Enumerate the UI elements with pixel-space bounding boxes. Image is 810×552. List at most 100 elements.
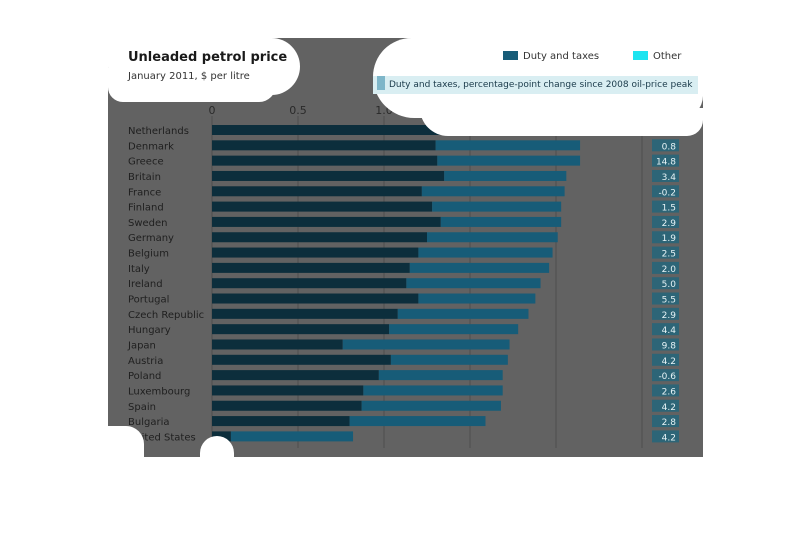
change-value-box — [652, 338, 679, 351]
category-label: Finland — [128, 203, 164, 214]
bar-duty — [212, 186, 422, 197]
category-label: France — [128, 187, 161, 198]
bar-duty — [212, 140, 436, 151]
category-label: Netherlands — [128, 126, 189, 137]
change-value-box — [652, 154, 679, 167]
change-note-marker — [377, 76, 385, 90]
bar-other — [418, 247, 553, 258]
legend-other: Other — [633, 51, 681, 62]
category-label: Denmark — [128, 141, 174, 152]
bar-duty — [212, 354, 391, 365]
legend-other-label: Other — [653, 51, 682, 62]
bar-other — [440, 216, 562, 227]
change-value-label: 2.6 — [662, 387, 677, 397]
bar-other — [389, 324, 519, 335]
x-tick-label: 0.5 — [289, 104, 307, 117]
category-label: Britain — [128, 172, 161, 183]
change-value-label: 2.0 — [662, 265, 677, 275]
legend-duty: Duty and taxes — [503, 51, 599, 62]
change-value-box — [652, 353, 679, 366]
change-value-label: 4.2 — [662, 403, 676, 413]
change-value-box — [652, 323, 679, 336]
change-value-label: -0.6 — [658, 372, 676, 382]
change-value-label: 5.5 — [662, 296, 676, 306]
bar-duty — [212, 155, 438, 166]
category-label: Luxembourg — [128, 386, 190, 397]
change-value-label: 2.9 — [662, 311, 677, 321]
bar-other — [437, 155, 581, 166]
bar-duty — [212, 324, 390, 335]
bar-duty — [212, 247, 419, 258]
bar-duty — [212, 232, 427, 243]
change-value-label: 2.8 — [662, 418, 677, 428]
legend-highlight-tail — [420, 108, 703, 136]
bar-duty — [212, 400, 362, 411]
change-value-box — [652, 415, 679, 428]
category-label: Greece — [128, 157, 164, 168]
chart-svg: 00.51.01.52.02.5Netherlands2.2Denmark0.8… — [127, 104, 679, 448]
bar-duty — [212, 416, 350, 427]
change-value-box — [652, 200, 679, 213]
legend-other-swatch — [633, 51, 648, 60]
bar-other — [409, 262, 550, 273]
bar-other — [361, 400, 501, 411]
change-value-label: 4.2 — [662, 433, 676, 443]
change-value-box — [652, 169, 679, 182]
x-tick-label: 0 — [209, 104, 216, 117]
bar-duty — [212, 201, 433, 212]
change-value-label: 14.8 — [656, 158, 676, 168]
change-note-text: Duty and taxes, percentage-point change … — [389, 80, 693, 90]
category-label: Spain — [128, 402, 156, 413]
change-value-box — [652, 369, 679, 382]
change-value-box — [652, 215, 679, 228]
bar-other — [230, 431, 354, 442]
change-value-label: 0.8 — [662, 142, 677, 152]
bar-other — [390, 354, 508, 365]
category-label: Japan — [127, 340, 156, 351]
bar-duty — [212, 262, 410, 273]
bar-other — [342, 339, 510, 350]
bottom-left-blob-2 — [200, 436, 234, 457]
category-label: United States — [128, 432, 196, 443]
change-value-label: 4.2 — [662, 357, 676, 367]
category-label: Austria — [128, 356, 163, 367]
change-value-label: -0.2 — [658, 188, 676, 198]
bar-other — [397, 308, 529, 319]
bar-duty — [212, 293, 419, 304]
bar-other — [363, 385, 503, 396]
bar-duty — [212, 216, 441, 227]
category-label: Portugal — [128, 295, 169, 306]
change-value-label: 1.9 — [662, 234, 677, 244]
category-label: Ireland — [128, 279, 163, 290]
bar-other — [421, 186, 565, 197]
legend-duty-swatch — [503, 51, 518, 60]
change-value-box — [652, 231, 679, 244]
change-value-box — [652, 399, 679, 412]
change-note: Duty and taxes, percentage-point change … — [373, 76, 699, 94]
bottom-left-blob — [108, 426, 144, 457]
change-value-box — [652, 185, 679, 198]
change-value-label: 4.4 — [662, 326, 677, 336]
category-label: Belgium — [128, 249, 169, 260]
change-value-box — [652, 292, 679, 305]
bar-other — [418, 293, 536, 304]
category-label: Poland — [128, 371, 161, 382]
change-value-label: 2.9 — [662, 219, 677, 229]
change-value-box — [652, 277, 679, 290]
bar-other — [406, 278, 541, 289]
bar-other — [349, 416, 486, 427]
category-label: Bulgaria — [128, 417, 169, 428]
change-value-box — [652, 384, 679, 397]
bar-duty — [212, 278, 407, 289]
bar-duty — [212, 385, 364, 396]
category-label: Italy — [128, 264, 150, 275]
bar-other — [378, 370, 503, 381]
bar-duty — [212, 370, 379, 381]
change-value-box — [652, 261, 679, 274]
category-label: Sweden — [128, 218, 168, 229]
title-highlight-blob-bottom — [108, 68, 276, 102]
change-value-box — [652, 307, 679, 320]
bar-duty — [212, 125, 450, 135]
change-value-label: 5.0 — [662, 280, 677, 290]
change-value-box — [652, 246, 679, 259]
